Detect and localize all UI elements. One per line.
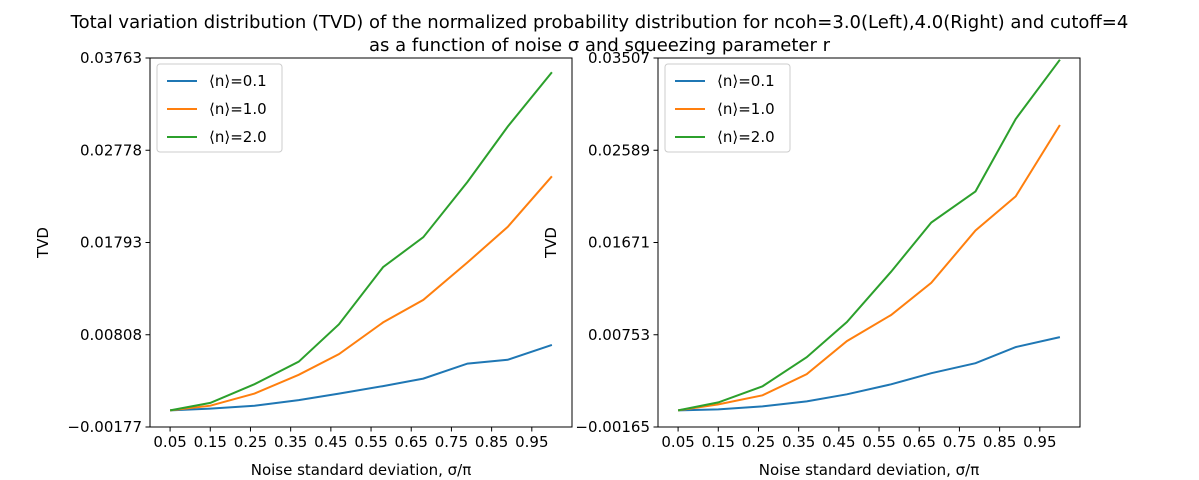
x-tick-label: 0.95 <box>1023 433 1056 451</box>
series-line-2 <box>169 175 553 412</box>
chart-panel-left: 0.05 0.15 0.25 0.35 0.45 0.55 0.65 0.75 0.85 0.95… <box>34 49 573 479</box>
x-tick-label: 0.05 <box>153 433 186 451</box>
series-line-3 <box>677 59 1061 412</box>
legend-entry-label: ⟨n⟩=2.0 <box>717 128 775 146</box>
legend-entry-label: ⟨n⟩=0.1 <box>209 72 267 90</box>
x-tick-label: 0.25 <box>234 433 267 451</box>
y-tick-label: 0.02778 <box>80 141 142 159</box>
series-line-2 <box>677 124 1061 412</box>
legend-box <box>156 63 283 153</box>
legend-box <box>664 63 791 153</box>
x-tick-label: 0.35 <box>274 433 307 451</box>
y-tick-label: 0.03507 <box>588 49 650 67</box>
legend-entry-label: ⟨n⟩=0.1 <box>717 72 775 90</box>
x-tick-label: 0.65 <box>395 433 428 451</box>
legend-entry-label: ⟨n⟩=2.0 <box>209 128 267 146</box>
x-tick-label: 0.15 <box>702 433 735 451</box>
x-tick-label: 0.75 <box>435 433 468 451</box>
x-tick-label: 0.95 <box>515 433 548 451</box>
x-tick-label: 0.45 <box>822 433 855 451</box>
y-tick-label: 0.01793 <box>80 234 142 252</box>
chart-panel-right: 0.05 0.15 0.25 0.35 0.45 0.55 0.65 0.75 0.85 0.95… <box>542 49 1081 479</box>
figure-title-line-1: Total variation distribution (TVD) of th… <box>70 12 1129 33</box>
y-tick-label: 0.03763 <box>80 49 142 67</box>
series-line-1 <box>678 336 1061 412</box>
y-tick-label: −0.00165 <box>575 418 650 436</box>
x-tick-label: 0.65 <box>903 433 936 451</box>
y-axis-label: TVD <box>34 227 52 259</box>
x-tick-label: 0.55 <box>862 433 895 451</box>
y-tick-label: 0.02589 <box>588 141 650 159</box>
y-tick-label: 0.00753 <box>588 326 650 344</box>
x-tick-label: 0.25 <box>742 433 775 451</box>
y-axis-label: TVD <box>542 227 560 259</box>
y-tick-label: 0.00808 <box>80 326 142 344</box>
x-tick-label: 0.45 <box>314 433 347 451</box>
y-tick-label: −0.00177 <box>67 418 142 436</box>
x-tick-label: 0.15 <box>194 433 227 451</box>
series-line-3 <box>169 71 553 412</box>
legend-entry-label: ⟨n⟩=1.0 <box>209 100 267 118</box>
x-tick-label: 0.05 <box>661 433 694 451</box>
x-axis-label: Noise standard deviation, σ/π <box>759 461 980 479</box>
y-tick-label: 0.01671 <box>588 234 650 252</box>
x-tick-label: 0.85 <box>983 433 1016 451</box>
x-tick-label: 0.55 <box>354 433 387 451</box>
series-line-1 <box>170 343 553 412</box>
x-tick-label: 0.35 <box>782 433 815 451</box>
figure-title-line-2: as a function of noise σ and squeezing p… <box>368 35 831 56</box>
x-tick-label: 0.75 <box>943 433 976 451</box>
x-axis-label: Noise standard deviation, σ/π <box>251 461 472 479</box>
x-tick-label: 0.85 <box>475 433 508 451</box>
legend-entry-label: ⟨n⟩=1.0 <box>717 100 775 118</box>
